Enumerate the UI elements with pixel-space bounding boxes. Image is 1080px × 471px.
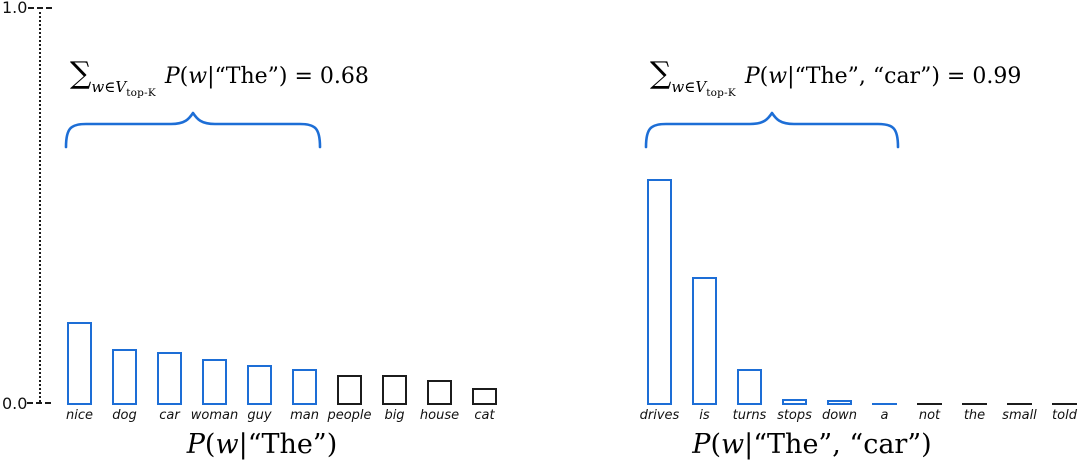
bar-woman [202, 359, 227, 405]
bar-turns [737, 369, 762, 405]
bars-right: drives is turns stops down a not the small told [640, 0, 1080, 423]
y-axis-tick-label-top: 1.0 [2, 0, 28, 17]
bar-not [917, 403, 942, 405]
bar-told [1052, 403, 1077, 405]
bars-left: nice dog car woman guy man people big house cat [66, 0, 543, 423]
bar-label-cat: cat [474, 408, 495, 423]
sum-expression: P(w|“The”, “car”) = 0.99 [744, 64, 1022, 89]
y-axis-line [39, 12, 41, 402]
y-axis-tick-label-bottom: 0.0 [2, 394, 28, 413]
top-k-brace-right [644, 111, 900, 149]
bar-label-dog: dog [112, 408, 137, 423]
bar-label-stops: stops [777, 408, 812, 423]
bar-guy [247, 365, 272, 405]
bar-label-not: not [918, 408, 941, 423]
bar-label-told: told [1052, 408, 1077, 423]
bar-label-man: man [290, 408, 319, 423]
y-axis-tick-bottom [27, 402, 51, 404]
bar-label-house: house [419, 408, 460, 423]
bar-label-small: small [1002, 408, 1037, 423]
bar-label-big: big [384, 408, 405, 423]
sum-subscript: w∈Vtop-K [91, 78, 156, 99]
bar-label-the: the [963, 408, 986, 423]
bar-nice [67, 322, 92, 405]
right-chart-panel: ∑w∈Vtop-K P(w|“The”, “car”) = 0.99 drives… [640, 0, 1080, 471]
top-k-sum-annotation-left: ∑w∈Vtop-K P(w|“The”) = 0.68 [70, 56, 369, 99]
bar-label-nice: nice [66, 408, 93, 423]
bar-dog [112, 349, 137, 405]
sum-expression: P(w|“The”) = 0.68 [164, 64, 369, 89]
bar-house [427, 380, 452, 405]
bar-label-down: down [821, 408, 858, 423]
bar-label-drives: drives [639, 408, 680, 423]
chart-caption-right: P(w|“The”, “car”) [692, 429, 932, 460]
bar-drives [647, 179, 672, 405]
top-k-sum-annotation-right: ∑w∈Vtop-K P(w|“The”, “car”) = 0.99 [650, 56, 1022, 99]
chart-caption-left: P(w|“The”) [186, 429, 338, 460]
bar-down [827, 400, 852, 405]
bar-the [962, 403, 987, 405]
bar-people [337, 375, 362, 405]
bar-label-car: car [159, 408, 180, 423]
bar-cat [472, 388, 497, 405]
bar-label-woman: woman [190, 408, 239, 423]
bar-man [292, 369, 317, 405]
bar-label-people: people [327, 408, 372, 423]
bar-label-a: a [880, 408, 889, 423]
sum-subscript: w∈Vtop-K [671, 78, 736, 99]
bar-is [692, 277, 717, 405]
bar-label-turns: turns [732, 408, 767, 423]
y-axis-tick-top [28, 7, 52, 9]
sum-symbol: ∑ [70, 56, 92, 91]
bar-label-is: is [699, 408, 710, 423]
bar-big [382, 375, 407, 405]
bar-a [872, 403, 897, 405]
bar-stops [782, 399, 807, 405]
top-k-brace-left [64, 111, 322, 149]
bar-label-guy: guy [247, 408, 272, 423]
bar-car [157, 352, 182, 405]
sum-symbol: ∑ [650, 56, 672, 91]
bar-small [1007, 403, 1032, 405]
left-chart-panel: ∑w∈Vtop-K P(w|“The”) = 0.68 nice dog car wom… [64, 0, 547, 471]
